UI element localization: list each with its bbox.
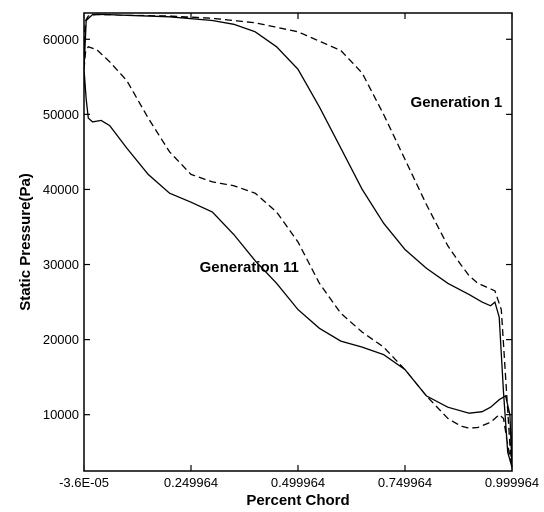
y-tick-label: 50000 — [43, 107, 79, 122]
series-1-lower-line — [83, 46, 513, 468]
annotation-generation-11: Generation 11 — [200, 259, 299, 276]
x-tick-label: 0.499964 — [271, 475, 325, 490]
y-tick-label: 60000 — [43, 32, 79, 47]
x-axis-title: Percent Chord — [246, 492, 349, 509]
y-tick-label: 10000 — [43, 407, 79, 422]
x-tick-label: 0.749964 — [378, 475, 432, 490]
x-tick-label: -3.6E-05 — [59, 475, 109, 490]
series-2-lower-line — [83, 69, 513, 468]
plot-area — [83, 13, 513, 468]
annotation-generation-1: Generation 1 — [411, 94, 503, 111]
x-tick-label: 0.249964 — [164, 475, 218, 490]
axis-ticks: -3.6E-05 0.249964 0.499964 0.749964 0.999964… — [43, 13, 539, 490]
x-tick-label: 0.999964 — [485, 475, 539, 490]
y-tick-label: 40000 — [43, 182, 79, 197]
series-2-upper-line — [83, 13, 513, 468]
y-tick-label: 20000 — [43, 332, 79, 347]
series-1-upper-line — [83, 13, 513, 468]
y-axis-title: Static Pressure(Pa) — [17, 173, 34, 311]
y-tick-label: 30000 — [43, 257, 79, 272]
